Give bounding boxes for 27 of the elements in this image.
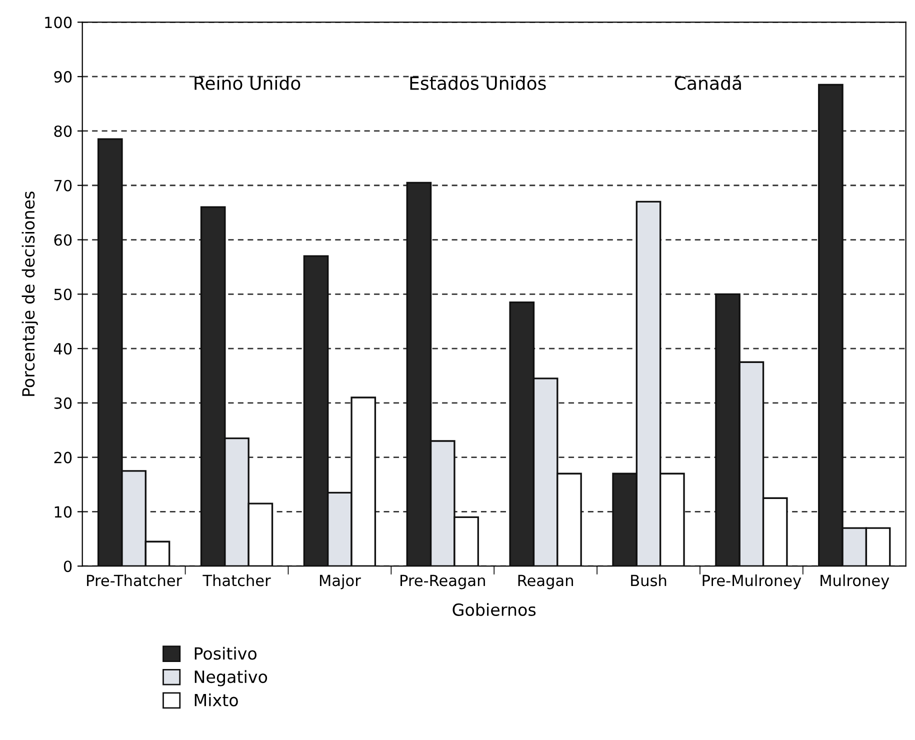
legend-label: Mixto [194, 693, 238, 706]
y-tick-label: 10 [54, 506, 72, 518]
y-tick-label: 30 [54, 397, 72, 409]
y-tick-label: 90 [54, 71, 72, 83]
x-tick-label: Mulroney [820, 574, 890, 590]
y-tick-label: 100 [45, 16, 72, 28]
y-tick-label: 20 [54, 452, 72, 464]
x-tick-label: Thatcher [202, 574, 271, 586]
y-tick-label: 40 [54, 343, 72, 355]
annotation: Canadá [674, 75, 741, 90]
y-tick-label: 0 [64, 560, 72, 572]
y-tick-label: 60 [54, 234, 72, 246]
legend-label: Positivo [194, 646, 256, 660]
annotation: Reino Unido [194, 76, 300, 90]
x-axis-title: Gobiernos [452, 603, 536, 616]
y-tick-label: 50 [54, 288, 72, 300]
annotation: Estados Unidos [410, 76, 546, 90]
x-tick-label: Pre-Thatcher [87, 574, 182, 586]
y-tick-label: 80 [54, 125, 72, 137]
x-tick-label: Pre-Mulroney [702, 574, 802, 590]
legend-label: Negativo [194, 670, 268, 686]
x-tick-label: Bush [631, 574, 666, 586]
x-tick-label: Major [320, 574, 361, 590]
x-tick-label: Reagan [518, 574, 573, 590]
y-tick-label: 70 [54, 180, 72, 192]
y-axis-title: Porcentaje de decisiones [22, 192, 38, 396]
x-tick-label: Pre-Reagan [400, 574, 485, 590]
